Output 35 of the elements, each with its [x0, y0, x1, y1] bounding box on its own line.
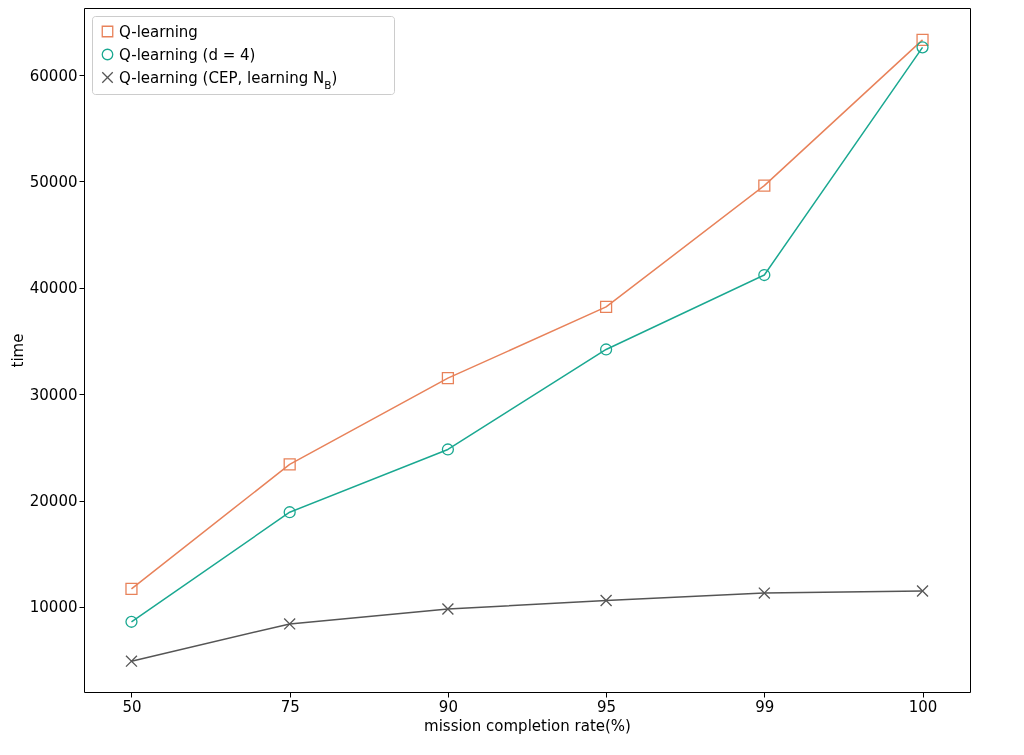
x-tick-label: 99: [755, 697, 775, 716]
point: [283, 506, 296, 519]
point: [441, 602, 455, 616]
y-tick-label: 10000: [29, 598, 78, 617]
point: [283, 458, 296, 471]
y-tick-label: 50000: [29, 172, 78, 191]
point: [916, 41, 929, 54]
x-tick-label: 95: [597, 697, 617, 716]
y-tick-label: 30000: [29, 385, 78, 404]
point: [599, 343, 613, 356]
point: [441, 372, 455, 385]
x-tick-label: 100: [908, 697, 938, 716]
legend-label: Q-learning (d = 4): [119, 45, 256, 64]
legend-label: Q-learning: [119, 22, 198, 41]
point: [916, 33, 929, 47]
y-tick-label: 40000: [29, 279, 78, 298]
legend-label: Q-learning (CEP, learning N$_{B}$): [119, 68, 338, 91]
y-axis-title: time: [8, 333, 27, 368]
x-axis-title: mission completion rate(%): [424, 716, 631, 735]
point: [125, 655, 138, 668]
point: [441, 443, 455, 456]
point: [125, 615, 138, 628]
point: [599, 300, 613, 314]
point: [758, 268, 771, 282]
x-tick-label: 90: [438, 697, 458, 716]
y-tick-label: 20000: [29, 492, 78, 511]
x-tick-label: 50: [122, 697, 142, 716]
x-tick-label: 75: [280, 697, 300, 716]
point: [599, 594, 613, 607]
point: [125, 582, 138, 595]
point: [916, 584, 929, 598]
y-tick-label: 60000: [29, 66, 78, 85]
point: [283, 617, 296, 631]
point: [758, 179, 771, 192]
point: [758, 586, 771, 600]
